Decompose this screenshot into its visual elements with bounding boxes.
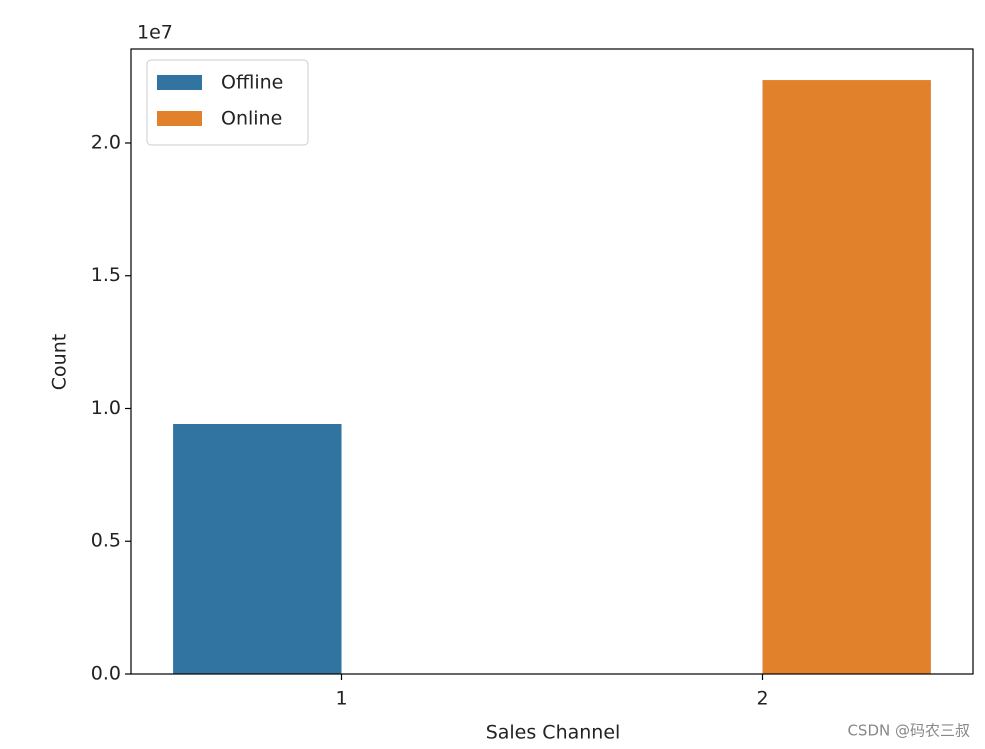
legend-swatch: [157, 75, 202, 90]
legend-label: Offline: [221, 72, 283, 94]
y-tick-label: 1.5: [91, 264, 121, 286]
legend-swatch: [157, 111, 202, 126]
watermark: CSDN @码农三叔: [847, 722, 970, 740]
bar: [762, 80, 931, 674]
y-tick-label: 2.0: [91, 131, 121, 153]
x-tick-label: 2: [756, 688, 768, 710]
y-tick-label: 0.5: [91, 530, 121, 552]
y-axis-label: Count: [49, 334, 71, 390]
x-axis-label: Sales Channel: [486, 722, 621, 744]
x-tick-label: 1: [335, 688, 347, 710]
bar: [173, 424, 342, 674]
y-tick-label: 1.0: [91, 397, 121, 419]
axis-offset: 1e7: [137, 22, 173, 44]
plot-frame: [130, 48, 974, 675]
legend-label: Online: [221, 108, 282, 130]
y-tick-label: 0.0: [91, 663, 121, 685]
